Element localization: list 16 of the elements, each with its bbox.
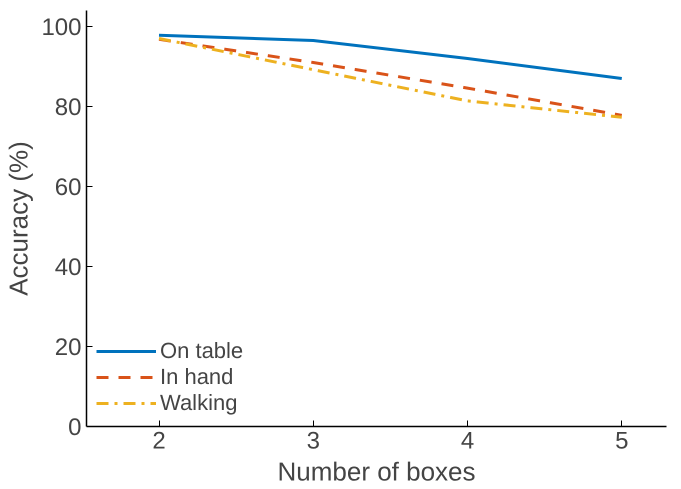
x-tick-label: 2 — [152, 428, 166, 454]
x-tick-label: 5 — [615, 428, 628, 454]
legend-label: In hand — [160, 364, 234, 390]
y-tick-label: 100 — [41, 14, 82, 41]
y-tick-label: 40 — [54, 254, 82, 281]
legend-label: On table — [160, 338, 244, 364]
legend-label: Walking — [160, 390, 238, 416]
y-tick-label: 80 — [54, 94, 82, 121]
y-tick-label: 60 — [54, 174, 82, 201]
y-tick-label: 20 — [54, 334, 82, 361]
x-tick-label: 4 — [460, 428, 474, 454]
y-tick-label: 0 — [68, 414, 82, 441]
y-axis-title: Accuracy (%) — [3, 141, 34, 296]
x-axis-title: Number of boxes — [278, 456, 476, 486]
x-tick-label: 3 — [306, 428, 320, 454]
line-series — [158, 34, 624, 80]
